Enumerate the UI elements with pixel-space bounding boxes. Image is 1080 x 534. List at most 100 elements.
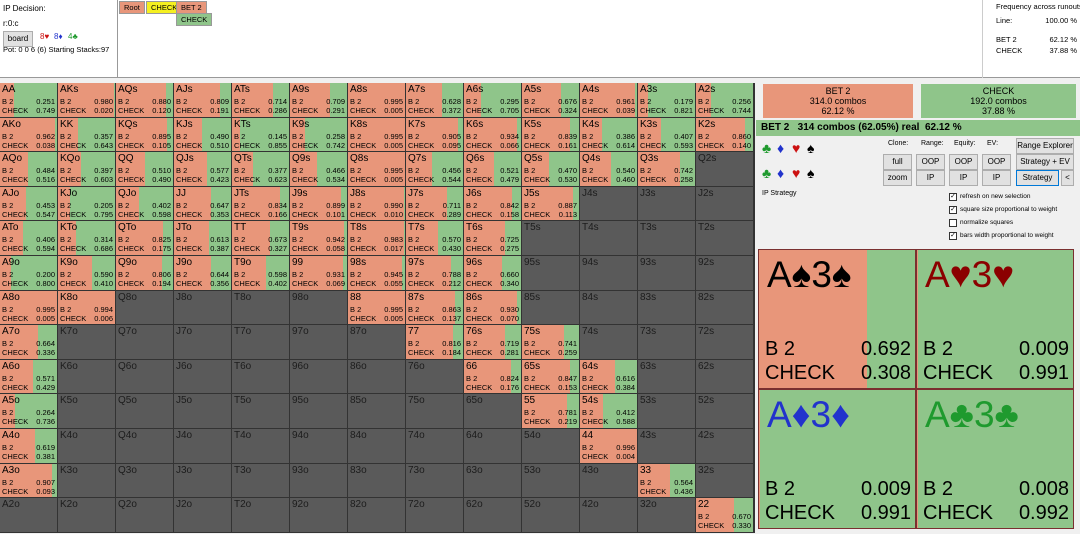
hand-cell[interactable]: 93o (290, 463, 348, 499)
hand-cell[interactable]: 32s (696, 463, 754, 499)
hand-cell[interactable]: A2s B 2 0.256 CHECK 0.744 (696, 83, 754, 118)
hand-cell[interactable]: 85s (522, 290, 580, 326)
hand-cell[interactable]: Q3s B 2 0.742 CHECK 0.258 (638, 152, 696, 187)
hand-cell[interactable]: KJo B 2 0.205 CHECK 0.795 (58, 186, 116, 222)
hand-cell[interactable]: K5s B 2 0.839 CHECK 0.161 (522, 117, 580, 153)
hand-cell[interactable]: Q9s B 2 0.466 CHECK 0.534 (290, 152, 348, 187)
hand-cell[interactable]: 95o (290, 394, 348, 429)
suit-filter[interactable]: ♦ (777, 165, 785, 181)
hand-cell[interactable]: AQo B 2 0.484 CHECK 0.516 (0, 152, 58, 187)
hand-cell[interactable]: 42o (580, 498, 638, 533)
hand-cell[interactable]: AA B 2 0.251 CHECK 0.749 (0, 83, 58, 118)
hand-cell[interactable]: K8s B 2 0.995 CHECK 0.005 (348, 117, 406, 153)
tree-node[interactable]: CHECK (176, 13, 213, 26)
hand-cell[interactable]: 82s (696, 290, 754, 326)
hand-cell[interactable]: AKo B 2 0.962 CHECK 0.038 (0, 117, 58, 153)
hand-cell[interactable]: T8s B 2 0.983 CHECK 0.017 (348, 221, 406, 256)
hand-cell[interactable]: K3s B 2 0.407 CHECK 0.593 (638, 117, 696, 153)
suit-filter[interactable]: ♥ (792, 140, 801, 156)
hand-cell[interactable]: JTo B 2 0.613 CHECK 0.387 (174, 221, 232, 256)
action-box[interactable]: CHECK 192.0 combos 37.88 % (921, 84, 1076, 118)
hand-cell[interactable]: A4o B 2 0.619 CHECK 0.381 (0, 429, 58, 464)
hand-cell[interactable]: 97s B 2 0.788 CHECK 0.212 (406, 256, 464, 291)
hand-cell[interactable]: 77 B 2 0.816 CHECK 0.184 (406, 325, 464, 360)
hand-cell[interactable]: 98o (290, 290, 348, 326)
hand-cell[interactable]: Q2s (696, 152, 754, 187)
hand-cell[interactable]: 83s (638, 290, 696, 326)
hand-cell[interactable]: 53o (522, 463, 580, 499)
hand-cell[interactable]: 76o (406, 359, 464, 395)
control-button[interactable]: IP (949, 170, 978, 186)
hand-cell[interactable]: T6o (232, 359, 290, 395)
hand-cell[interactable]: A7o B 2 0.664 CHECK 0.336 (0, 325, 58, 360)
hand-cell[interactable]: T8o (232, 290, 290, 326)
hand-cell[interactable]: KQo B 2 0.397 CHECK 0.603 (58, 152, 116, 187)
hand-cell[interactable]: K4s B 2 0.386 CHECK 0.614 (580, 117, 638, 153)
hand-cell[interactable]: 43s (638, 429, 696, 464)
combo-box[interactable]: A♦3♦ B 2 0.009 CHECK 0.991 (758, 389, 916, 529)
hand-cell[interactable]: ATo B 2 0.406 CHECK 0.594 (0, 221, 58, 256)
hand-cell[interactable]: JJ B 2 0.647 CHECK 0.353 (174, 186, 232, 222)
hand-cell[interactable]: 87o (348, 325, 406, 360)
hand-cell[interactable]: 86s B 2 0.930 CHECK 0.070 (464, 290, 522, 326)
hand-cell[interactable]: 99 B 2 0.931 CHECK 0.069 (290, 256, 348, 291)
hand-cell[interactable]: KJs B 2 0.490 CHECK 0.510 (174, 117, 232, 153)
control-button[interactable]: IP (982, 170, 1011, 186)
hand-cell[interactable]: 72o (406, 498, 464, 533)
hand-cell[interactable]: Q7s B 2 0.456 CHECK 0.544 (406, 152, 464, 187)
hand-cell[interactable]: AJo B 2 0.453 CHECK 0.547 (0, 186, 58, 222)
hand-cell[interactable]: 63o (464, 463, 522, 499)
hand-cell[interactable]: K2o (58, 498, 116, 533)
hand-cell[interactable]: 83o (348, 463, 406, 499)
hand-cell[interactable]: 54o (522, 429, 580, 464)
hand-cell[interactable]: J2s (696, 186, 754, 222)
hand-cell[interactable]: A6o B 2 0.571 CHECK 0.429 (0, 359, 58, 395)
hand-cell[interactable]: Q9o B 2 0.806 CHECK 0.194 (116, 256, 174, 291)
hand-cell[interactable]: JTs B 2 0.834 CHECK 0.166 (232, 186, 290, 222)
board-button[interactable]: board (3, 31, 33, 47)
combo-box[interactable]: A♣3♣ B 2 0.008 CHECK 0.992 (916, 389, 1074, 529)
hand-cell[interactable]: QQ B 2 0.510 CHECK 0.490 (116, 152, 174, 187)
hand-cell[interactable]: 75s B 2 0.741 CHECK 0.259 (522, 325, 580, 360)
hand-cell[interactable]: 76s B 2 0.719 CHECK 0.281 (464, 325, 522, 360)
hand-cell[interactable]: T2s (696, 221, 754, 256)
hand-cell[interactable]: T4o (232, 429, 290, 464)
control-button[interactable]: OOP (982, 154, 1011, 170)
hand-cell[interactable]: J7o (174, 325, 232, 360)
hand-cell[interactable]: Q8s B 2 0.995 CHECK 0.005 (348, 152, 406, 187)
hand-cell[interactable]: T3o (232, 463, 290, 499)
hand-cell[interactable]: KK B 2 0.357 CHECK 0.643 (58, 117, 116, 153)
hand-cell[interactable]: 62o (464, 498, 522, 533)
hand-cell[interactable]: J5o (174, 394, 232, 429)
hand-cell[interactable]: T6s B 2 0.725 CHECK 0.275 (464, 221, 522, 256)
hand-cell[interactable]: 93s (638, 256, 696, 291)
hand-cell[interactable]: 54s B 2 0.412 CHECK 0.588 (580, 394, 638, 429)
hand-cell[interactable]: KTs B 2 0.145 CHECK 0.855 (232, 117, 290, 153)
hand-cell[interactable]: Q8o (116, 290, 174, 326)
hand-cell[interactable]: K9s B 2 0.258 CHECK 0.742 (290, 117, 348, 153)
hand-cell[interactable]: 96o (290, 359, 348, 395)
hand-cell[interactable]: 86o (348, 359, 406, 395)
hand-cell[interactable]: TT B 2 0.673 CHECK 0.327 (232, 221, 290, 256)
hand-cell[interactable]: 62s (696, 359, 754, 395)
hand-cell[interactable]: J3s (638, 186, 696, 222)
hand-cell[interactable]: 66 B 2 0.824 CHECK 0.176 (464, 359, 522, 395)
hand-cell[interactable]: Q6s B 2 0.521 CHECK 0.479 (464, 152, 522, 187)
hand-cell[interactable]: T3s (638, 221, 696, 256)
hand-cell[interactable]: J6o (174, 359, 232, 395)
combo-box[interactable]: A♠3♠ B 2 0.692 CHECK 0.308 (758, 249, 916, 389)
hand-cell[interactable]: K9o B 2 0.590 CHECK 0.410 (58, 256, 116, 291)
hand-cell[interactable]: 84s (580, 290, 638, 326)
hand-cell[interactable]: 73s (638, 325, 696, 360)
hand-cell[interactable]: 88 B 2 0.995 CHECK 0.005 (348, 290, 406, 326)
hand-cell[interactable]: Q5s B 2 0.470 CHECK 0.530 (522, 152, 580, 187)
hand-cell[interactable]: K6o (58, 359, 116, 395)
hand-cell[interactable]: T4s (580, 221, 638, 256)
hand-cell[interactable]: A3o B 2 0.907 CHECK 0.093 (0, 463, 58, 499)
hand-cell[interactable]: J9o B 2 0.644 CHECK 0.356 (174, 256, 232, 291)
hand-cell[interactable]: AJs B 2 0.809 CHECK 0.191 (174, 83, 232, 118)
hand-cell[interactable]: 64s B 2 0.616 CHECK 0.384 (580, 359, 638, 395)
hand-cell[interactable]: 44 B 2 0.996 CHECK 0.004 (580, 429, 638, 464)
hand-cell[interactable]: 52o (522, 498, 580, 533)
suit-filter[interactable]: ♠ (807, 140, 815, 156)
